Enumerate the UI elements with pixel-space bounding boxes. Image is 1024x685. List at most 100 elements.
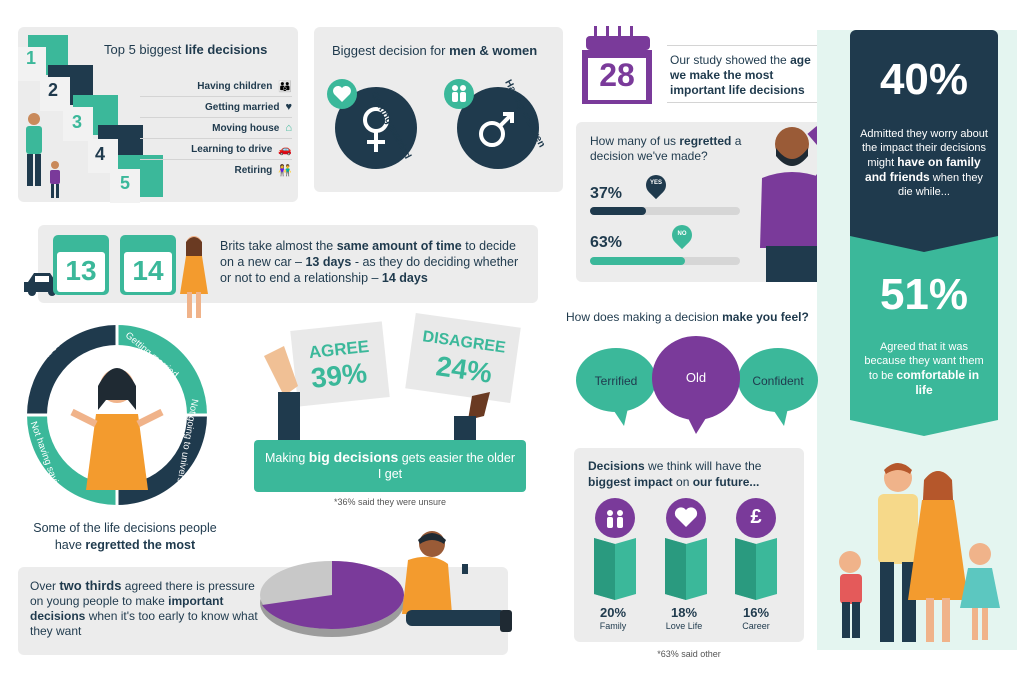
worry-text-bold: have on family and friends [865,155,981,184]
heart-icon: ♥ [285,101,292,113]
days-t2: to decide on a new car – [220,239,516,269]
calendar-13-number: 13 [65,255,97,286]
step-number-5: 5 [120,173,131,193]
comfort-text-bold: comfortable in life [896,368,980,397]
step-number-4: 4 [95,144,106,164]
agree-bold: big decisions [308,449,399,465]
impact-title: Decisions we think will have the biggest… [588,458,798,490]
step-number-3: 3 [72,112,83,132]
feel-q-bold: make you feel? [722,310,809,324]
impact-title-bold-2: biggest impact [588,475,673,489]
feel-right: Confident [752,374,804,388]
family-illustration [839,463,1000,642]
impact-title-bold-1: Decisions [588,459,645,473]
worry-text-2: when they die while... [898,172,983,198]
yes-pct: 37% [590,185,623,202]
woman-illustration [180,236,208,318]
pressure-b1: two thirds [59,578,122,593]
young-man-illustration [402,531,512,632]
impact-pillars [594,498,777,600]
family-icon: 👪 [278,80,292,93]
feel-bubbles [576,336,818,434]
days-t3: - as they do deciding whether or not to … [220,255,519,285]
impact-pct-love: 18% [670,605,698,620]
pressure-t3: when it's too early to know what they wa… [30,609,258,638]
regret-q-suffix: a decision we've made? [590,134,742,163]
days-b1: same amount of time [336,239,462,253]
step-number-2: 2 [48,80,59,100]
age-divider-bottom [667,102,823,103]
yes-bar-fill [590,207,646,215]
worry-text: Admitted they worry about the impact the… [860,127,988,199]
days-text: Brits take almost the same amount of tim… [220,238,530,286]
male-symbol-icon [444,79,539,169]
step-number-1: 1 [26,48,37,68]
impact-title-1: we think will have the [644,459,762,473]
top5-item-3: Moving house [212,122,280,134]
impact-pct-career: 16% [742,605,770,620]
age-text-1: Our study showed the [670,53,787,67]
elderly-couple-icon: 👫 [278,165,292,177]
calendar-14-page [124,252,172,292]
pressure-b2: important decisions [30,594,224,623]
car-icon-large [24,273,60,296]
yes-label: YES [649,180,662,186]
top5-title: Top 5 biggest life decisions [104,42,267,57]
worry-box [850,30,998,256]
top5-item-2: Getting married [205,101,280,113]
top5-item-1: Having children [197,80,273,92]
comfort-text-1: Agreed that it was because they want the… [864,341,984,382]
comfort-text: Agreed that it was because they want the… [862,340,986,398]
age-text-bold: age we make the most important life deci… [670,53,811,97]
agree-t1: Making [265,451,309,465]
days-b2: 13 days [305,255,352,269]
worry-pct: 40% [879,55,969,104]
calendar-14-number: 14 [132,255,164,286]
agree-note: *36% said they were unsure [333,497,447,507]
agree-banner [254,440,526,492]
pressure-t1: Over [30,579,60,593]
female-symbol-icon [327,79,417,169]
regret-q-prefix: How many of us [590,134,680,148]
yes-bar-track [590,207,740,215]
impact-label-family: Family [599,621,627,631]
wheel-caption-bold: regretted the most [85,538,196,552]
days-t1: Brits take almost the [220,239,337,253]
feel-mid: Old [685,370,707,385]
no-label: NO [677,231,687,237]
age-number: 28 [599,57,635,93]
top5-item-5: Retiring [234,165,273,176]
comfort-box [850,236,998,436]
men-women-title-prefix: Biggest decision for [332,43,450,58]
stairs-illustration [18,35,163,203]
top5-title-prefix: Top 5 biggest [104,42,185,57]
pressure-t2: agreed there is pressure on young people… [30,579,255,608]
comfort-pct: 51% [879,270,969,319]
men-women-title-bold: men & women [449,43,538,58]
impact-note: *63% said other [657,649,721,659]
age-text: Our study showed the age we make the mos… [670,53,820,98]
no-bar-fill [590,257,685,265]
hands-illustration [264,346,490,446]
regret-wheel [27,325,207,505]
impact-label-career: Career [742,621,770,631]
no-pct: 63% [590,234,623,251]
top5-item-4: Learning to drive [191,143,273,155]
impact-title-2: on [672,475,693,489]
agree-t2: gets easier the older I get [377,451,515,481]
regret-question: How many of us regretted a decision we'v… [590,134,760,164]
birthday-cake-icon [582,26,652,104]
pressure-pie-chart [260,561,404,637]
men-women-title: Biggest decision for men & women [332,43,537,58]
feel-question: How does making a decision make you feel… [566,310,846,325]
days-b3: 14 days [381,271,428,285]
agree-banner-text: Making big decisions gets easier the old… [262,449,518,482]
house-icon: ⌂ [285,122,292,134]
worry-text-1: Admitted they worry about the impact the… [860,128,988,169]
impact-title-bold-3: our future... [692,475,760,489]
wheel-caption: Some of the life decisions people have r… [20,520,230,554]
feel-q-prefix: How does making a decision [566,310,723,324]
impact-label-love: Love Life [665,621,703,631]
feel-left: Terrified [594,374,638,388]
car-icon: 🚗 [278,143,292,156]
